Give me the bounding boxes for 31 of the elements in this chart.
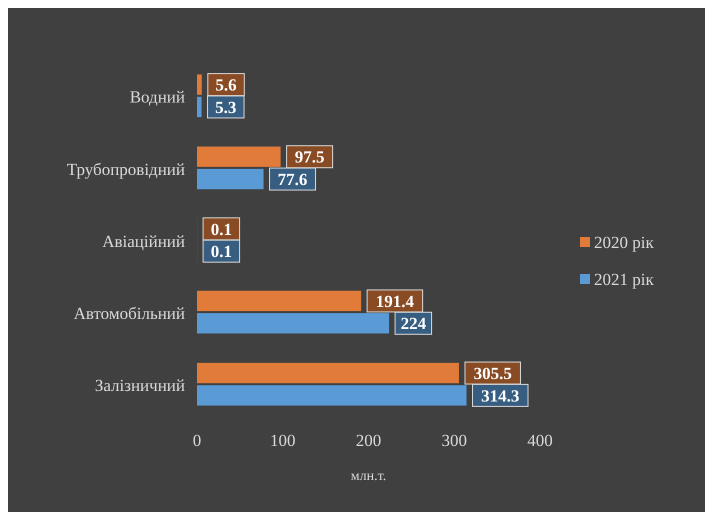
bar: [197, 313, 390, 334]
x-tick-label: 400: [527, 431, 553, 450]
x-tick-label: 200: [356, 431, 382, 450]
x-tick-label: 0: [192, 431, 202, 450]
data-label: 305.5: [474, 364, 512, 383]
data-label: 5.6: [215, 76, 237, 95]
y-tick-label: Залізничний: [94, 376, 185, 396]
data-label: 5.3: [215, 98, 236, 117]
bar: [197, 168, 264, 190]
data-label: 191.4: [376, 292, 414, 311]
y-tick-label: Авіаційний: [102, 232, 185, 251]
data-label: 77.6: [278, 170, 308, 190]
x-axis-title: млн.т.: [350, 469, 386, 484]
y-tick-label: Трубопровідний: [66, 160, 185, 179]
bar: [197, 362, 459, 384]
bar: [197, 290, 362, 312]
y-tick-label: Водний: [130, 88, 185, 107]
y-tick-label: Автомобільний: [74, 304, 185, 324]
legend-label: 2020 рік: [594, 232, 654, 252]
data-label: 97.5: [294, 148, 324, 167]
data-label: 224: [400, 314, 427, 334]
bar: [197, 385, 467, 406]
data-label: 0.1: [210, 220, 232, 239]
legend-label: 2021 рік: [594, 270, 654, 289]
bar: [197, 74, 202, 95]
x-tick-label: 100: [270, 431, 296, 450]
x-tick-label: 300: [442, 431, 467, 450]
data-label: 0.1: [210, 242, 232, 262]
bar: [197, 96, 202, 118]
bar: [197, 146, 281, 167]
data-label: 314.3: [481, 386, 520, 406]
